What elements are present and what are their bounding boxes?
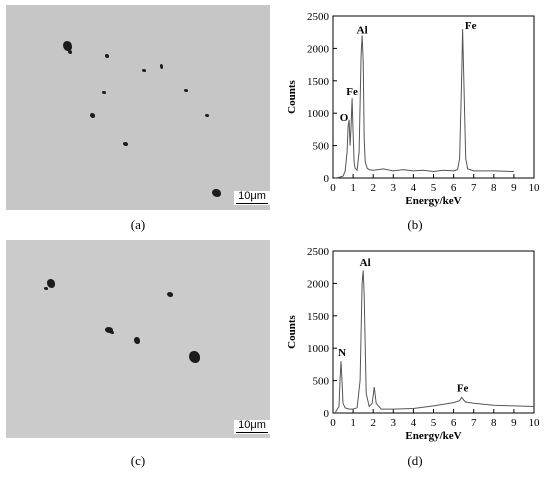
x-tick-label: 2 xyxy=(370,182,376,194)
x-tick-label: 1 xyxy=(350,182,356,194)
plot-frame xyxy=(332,15,535,179)
y-tick-label: 500 xyxy=(313,376,330,388)
y-axis-label: Counts xyxy=(286,314,298,348)
eds-chart-d: 0 500 1000 1500 2000 2500 0 1 2 3 4 5 6 7 8 9 10 Energy/k… xyxy=(286,246,541,442)
x-axis-label: Energy/keV xyxy=(405,430,461,442)
x-tick-label: 2 xyxy=(370,417,376,429)
y-tick-label: 1500 xyxy=(307,76,330,88)
eds-chart-b: 0 500 1000 1500 2000 2500 0 1 2 3 4 5 6 7 8 9 10 Energy/k… xyxy=(286,11,541,207)
scale-label: 10μm xyxy=(238,419,266,431)
y-tick-label: 500 xyxy=(313,141,330,153)
x-tick-label: 10 xyxy=(529,182,541,194)
y-tick-label: 0 xyxy=(324,173,330,185)
y-tick-label: 0 xyxy=(324,408,330,420)
particle xyxy=(68,50,72,54)
y-tick-label: 1500 xyxy=(307,311,330,323)
x-tick-label: 3 xyxy=(391,182,397,194)
particle xyxy=(102,91,106,94)
x-tick-label: 4 xyxy=(411,417,417,429)
x-tick-label: 0 xyxy=(330,182,336,194)
particle xyxy=(123,142,128,146)
x-tick-label: 6 xyxy=(451,182,457,194)
peak-label: Fe xyxy=(457,383,469,395)
y-tick-label: 2500 xyxy=(307,11,330,23)
particle xyxy=(47,279,55,288)
spectrum-line xyxy=(334,270,535,414)
y-tick-label: 2000 xyxy=(307,43,330,55)
peak-label: Al xyxy=(360,257,371,269)
x-tick-label: 7 xyxy=(471,182,477,194)
x-tick-label: 6 xyxy=(451,417,457,429)
scale-label: 10μm xyxy=(238,190,266,202)
spectrum-line xyxy=(334,28,514,179)
caption-a: (a) xyxy=(130,217,146,232)
peak-label: Fe xyxy=(465,20,477,32)
micrograph-a: 10μm xyxy=(6,5,270,210)
particle xyxy=(142,69,146,72)
particle xyxy=(105,54,109,58)
caption-d: (d) xyxy=(407,453,423,468)
x-tick-label: 8 xyxy=(491,182,497,194)
x-tick-label: 3 xyxy=(391,417,397,429)
caption-b: (b) xyxy=(407,217,423,232)
y-axis-label: Counts xyxy=(286,79,298,113)
x-tick-label: 4 xyxy=(411,182,417,194)
y-tick-label: 1000 xyxy=(307,108,330,120)
x-tick-label: 5 xyxy=(431,417,437,429)
x-tick-label: 0 xyxy=(330,417,336,429)
scale-line xyxy=(236,432,268,433)
particle xyxy=(134,337,140,344)
y-tick-label: 1000 xyxy=(307,343,330,355)
particle xyxy=(212,189,221,197)
y-tick-label: 2000 xyxy=(307,278,330,290)
peak-label: Fe xyxy=(346,86,358,98)
scale-bar: 10μm xyxy=(234,420,270,434)
scale-bar: 10μm xyxy=(234,191,270,205)
scale-line xyxy=(236,203,268,204)
particle xyxy=(160,64,163,69)
x-tick-label: 10 xyxy=(529,417,541,429)
particle xyxy=(63,41,72,51)
x-tick-label: 1 xyxy=(350,417,356,429)
particle xyxy=(184,89,188,92)
x-tick-label: 5 xyxy=(431,182,437,194)
peak-label: Al xyxy=(357,24,368,36)
particle xyxy=(189,351,200,363)
particle xyxy=(110,331,114,334)
x-tick-label: 9 xyxy=(511,182,517,194)
peak-label: O xyxy=(340,112,349,124)
caption-c: (c) xyxy=(130,453,146,468)
x-tick-label: 8 xyxy=(491,417,497,429)
y-tick-label: 2500 xyxy=(307,246,330,258)
particle xyxy=(105,327,113,333)
x-axis-label: Energy/keV xyxy=(405,195,461,207)
x-tick-label: 9 xyxy=(511,417,517,429)
peak-label: N xyxy=(338,347,346,359)
particle xyxy=(167,292,173,297)
particle xyxy=(44,287,48,290)
particle xyxy=(205,114,209,117)
particle xyxy=(90,113,95,118)
x-tick-label: 7 xyxy=(471,417,477,429)
micrograph-c: 10μm xyxy=(6,240,270,438)
